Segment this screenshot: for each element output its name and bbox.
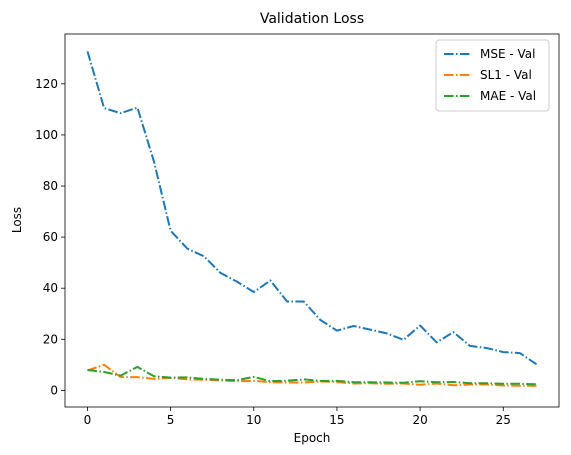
x-axis: 0 5 10 15 20 25 <box>84 407 511 427</box>
legend-entry-label: MSE - Val <box>480 47 535 61</box>
y-axis: 0 20 40 60 80 100 120 <box>35 77 65 397</box>
x-tick-label: 15 <box>329 413 344 427</box>
legend-box <box>435 39 550 112</box>
series-line-1 <box>86 51 538 366</box>
y-axis-label: Loss <box>10 207 24 233</box>
plot-area <box>86 51 538 387</box>
x-tick-label: 0 <box>84 413 92 427</box>
y-tick-label: 100 <box>35 128 58 142</box>
y-tick-label: 80 <box>43 179 58 193</box>
x-tick-label: 25 <box>496 413 511 427</box>
x-tick-label: 10 <box>246 413 261 427</box>
y-tick-label: 120 <box>35 77 58 91</box>
series-line-2 <box>87 363 537 387</box>
y-tick-label: 40 <box>43 281 58 295</box>
plot-frame <box>64 33 560 408</box>
chart-title: Validation Loss <box>260 11 364 27</box>
y-tick-label: 0 <box>50 383 58 397</box>
x-tick-label: 5 <box>167 413 175 427</box>
series-line-3 <box>87 365 537 386</box>
legend: MSE - Val SL1 - Val MAE - Val <box>435 39 550 112</box>
x-axis-label: Epoch <box>294 431 331 445</box>
y-tick-label: 60 <box>43 230 58 244</box>
legend-entry-label: MAE - Val <box>480 89 536 103</box>
legend-entry-label: SL1 - Val <box>480 68 532 82</box>
x-tick-label: 20 <box>412 413 427 427</box>
y-tick-label: 20 <box>43 332 58 346</box>
